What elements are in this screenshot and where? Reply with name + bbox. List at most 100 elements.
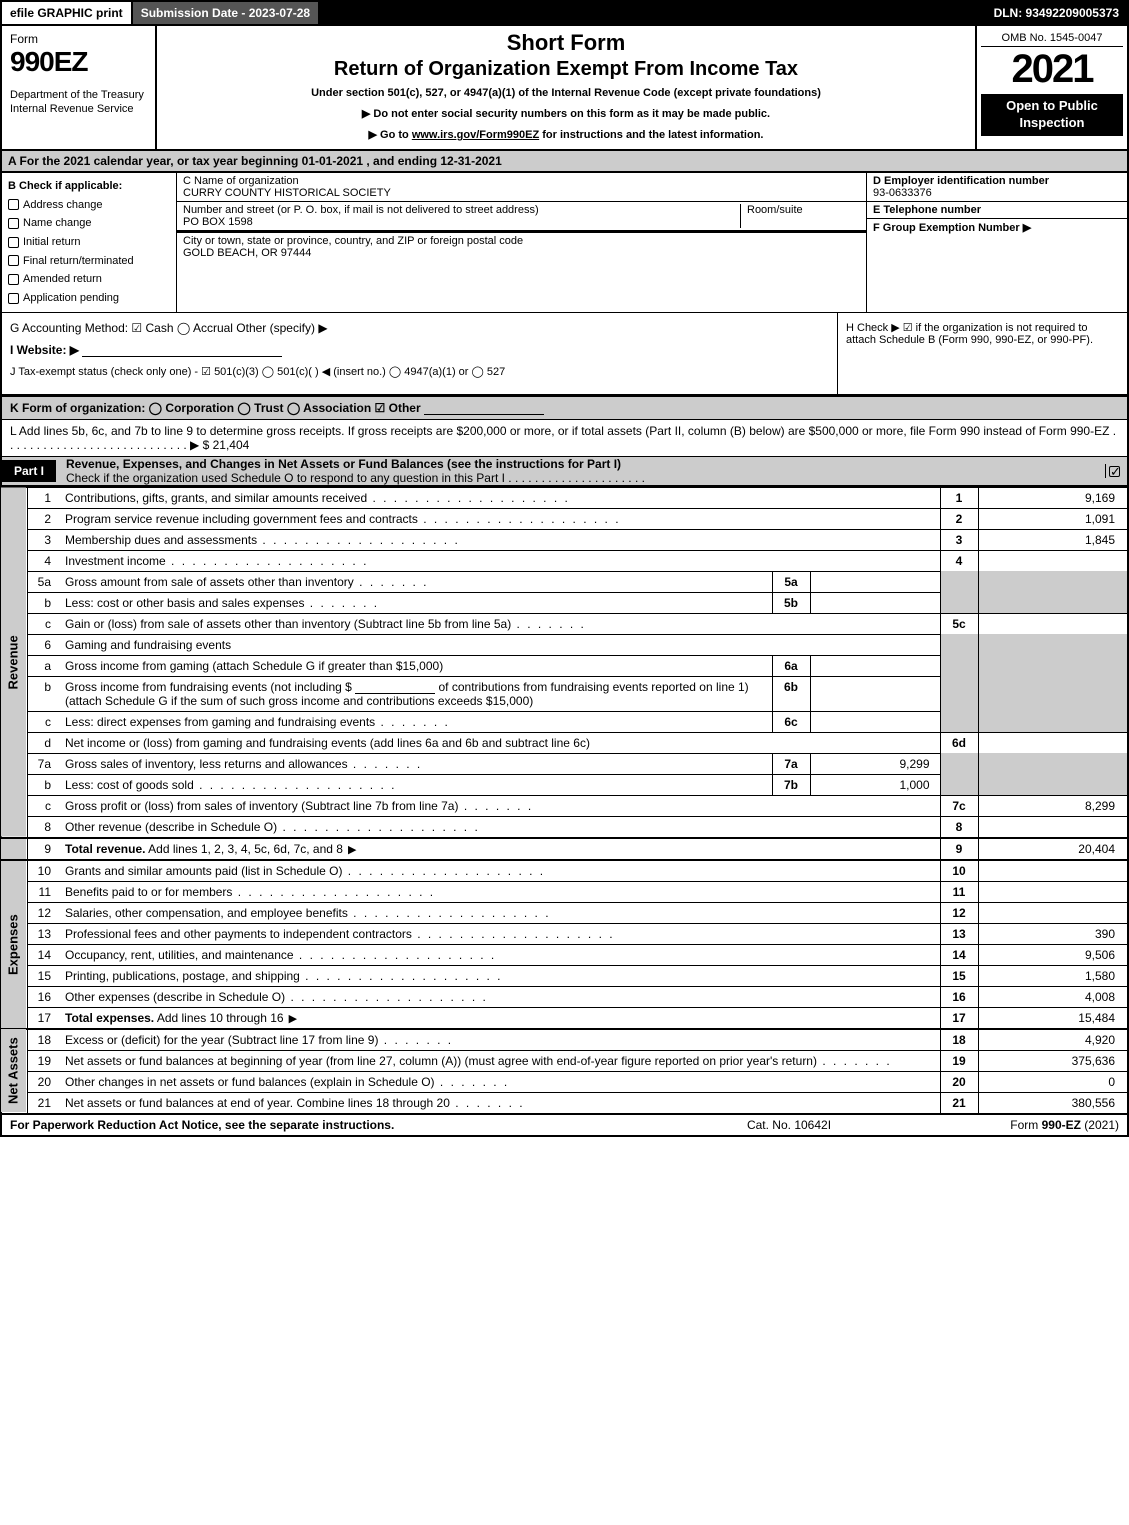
chk-address-change[interactable]: Address change	[8, 196, 170, 215]
ln20-val: 0	[978, 1071, 1128, 1092]
row-h: H Check ▶ ☑ if the organization is not r…	[837, 313, 1127, 394]
ln14-val: 9,506	[978, 944, 1128, 965]
ln9-desc: Add lines 1, 2, 3, 4, 5c, 6d, 7c, and 8	[148, 842, 358, 856]
footer-left: For Paperwork Reduction Act Notice, see …	[10, 1118, 659, 1132]
tax-year: 2021	[1012, 47, 1093, 92]
chk-amended-return[interactable]: Amended return	[8, 270, 170, 289]
chk-final-return[interactable]: Final return/terminated	[8, 252, 170, 271]
ln14-boxnum: 14	[940, 944, 978, 965]
revenue-side-label: Revenue	[1, 487, 27, 838]
ln6c-mn: 6c	[772, 711, 810, 732]
ln18-desc: Excess or (deficit) for the year (Subtra…	[65, 1033, 453, 1047]
ln20-boxnum: 20	[940, 1071, 978, 1092]
ln2-desc: Program service revenue including govern…	[65, 512, 621, 526]
instr-2-post: for instructions and the latest informat…	[539, 129, 763, 141]
row-k: K Form of organization: ◯ Corporation ◯ …	[0, 396, 1129, 419]
chk-name-change[interactable]: Name change	[8, 214, 170, 233]
part-i-text: Revenue, Expenses, and Changes in Net As…	[66, 457, 1105, 485]
ln6b-mv	[810, 676, 940, 711]
footer-right: Form 990-EZ (2021)	[919, 1118, 1119, 1132]
ln20-num: 20	[27, 1071, 61, 1092]
d-label: D Employer identification number	[873, 175, 1121, 187]
ln5c-val	[978, 613, 1128, 634]
ln6b-amount-field[interactable]	[355, 680, 435, 694]
ln13-val: 390	[978, 923, 1128, 944]
ln7a-mn: 7a	[772, 753, 810, 774]
ln19-num: 19	[27, 1050, 61, 1071]
ln5b-mv	[810, 592, 940, 613]
chk-initial-return[interactable]: Initial return	[8, 233, 170, 252]
ln5c-boxnum: 5c	[940, 613, 978, 634]
block-b-c-def: B Check if applicable: Address change Na…	[0, 173, 1129, 312]
ln13-desc: Professional fees and other payments to …	[65, 927, 615, 941]
part-i-tag: Part I	[2, 460, 56, 482]
e-label: E Telephone number	[873, 204, 1121, 216]
ln14-num: 14	[27, 944, 61, 965]
ln6d-boxnum: 6d	[940, 732, 978, 753]
form-header: Form 990EZ Department of the Treasury In…	[0, 26, 1129, 151]
ln5a-mn: 5a	[772, 571, 810, 592]
ln10-desc: Grants and similar amounts paid (list in…	[65, 864, 545, 878]
chk-application-pending[interactable]: Application pending	[8, 289, 170, 308]
ln14-desc: Occupancy, rent, utilities, and maintena…	[65, 948, 496, 962]
other-org-field[interactable]	[424, 401, 544, 415]
ln6-num: 6	[27, 634, 61, 655]
ln19-desc: Net assets or fund balances at beginning…	[65, 1054, 892, 1068]
ln15-num: 15	[27, 965, 61, 986]
ghi-left: G Accounting Method: ☑ Cash ◯ Accrual Ot…	[2, 313, 837, 394]
omb-number: OMB No. 1545-0047	[981, 30, 1123, 47]
f-label: F Group Exemption Number ▶	[873, 221, 1121, 234]
ln7c-val: 8,299	[978, 795, 1128, 816]
instr-2-pre: ▶ Go to	[369, 129, 412, 141]
submission-date: Submission Date - 2023-07-28	[131, 2, 318, 24]
website-field[interactable]	[82, 343, 282, 357]
ln1-num: 1	[27, 487, 61, 508]
page-footer: For Paperwork Reduction Act Notice, see …	[0, 1113, 1129, 1137]
ln6c-mv	[810, 711, 940, 732]
ln7c-desc: Gross profit or (loss) from sales of inv…	[65, 799, 533, 813]
city-label: City or town, state or province, country…	[183, 235, 860, 247]
ln12-boxnum: 12	[940, 902, 978, 923]
ln10-num: 10	[27, 860, 61, 882]
ln5c-desc: Gain or (loss) from sale of assets other…	[65, 617, 586, 631]
ln17-num: 17	[27, 1007, 61, 1029]
ln5a-mv	[810, 571, 940, 592]
header-left: Form 990EZ Department of the Treasury In…	[2, 26, 157, 149]
header-center: Short Form Return of Organization Exempt…	[157, 26, 977, 149]
ln12-desc: Salaries, other compensation, and employ…	[65, 906, 551, 920]
row-i: I Website: ▶	[10, 343, 829, 357]
ln6d-val	[978, 732, 1128, 753]
ln7b-num: b	[27, 774, 61, 795]
block-ghij: G Accounting Method: ☑ Cash ◯ Accrual Ot…	[0, 312, 1129, 396]
ln5a-num: 5a	[27, 571, 61, 592]
row-a-period: A For the 2021 calendar year, or tax yea…	[0, 151, 1129, 173]
irs-link[interactable]: www.irs.gov/Form990EZ	[412, 129, 539, 141]
ln6-desc: Gaming and fundraising events	[61, 634, 940, 655]
room-suite-label: Room/suite	[740, 204, 860, 228]
instr-2: ▶ Go to www.irs.gov/Form990EZ for instru…	[165, 128, 967, 141]
ln11-num: 11	[27, 881, 61, 902]
ln9-desc-bold: Total revenue.	[65, 842, 145, 856]
ln21-desc: Net assets or fund balances at end of ye…	[65, 1096, 525, 1110]
part-i-checkbox[interactable]	[1105, 464, 1127, 478]
ln11-boxnum: 11	[940, 881, 978, 902]
subtitle: Under section 501(c), 527, or 4947(a)(1)…	[165, 87, 967, 99]
ln13-boxnum: 13	[940, 923, 978, 944]
ln1-boxnum: 1	[940, 487, 978, 508]
ln2-val: 1,091	[978, 508, 1128, 529]
open-to-public: Open to Public Inspection	[981, 94, 1123, 136]
ln8-boxnum: 8	[940, 816, 978, 838]
c-name-label: C Name of organization	[183, 175, 860, 187]
part-i-title: Revenue, Expenses, and Changes in Net As…	[66, 457, 621, 471]
ln7b-mv: 1,000	[810, 774, 940, 795]
efile-label[interactable]: efile GRAPHIC print	[2, 2, 131, 24]
row-j: J Tax-exempt status (check only one) - ☑…	[10, 365, 829, 378]
department-label: Department of the Treasury Internal Reve…	[10, 88, 147, 117]
ln4-boxnum: 4	[940, 550, 978, 571]
ln3-num: 3	[27, 529, 61, 550]
header-right: OMB No. 1545-0047 2021 Open to Public In…	[977, 26, 1127, 149]
addr-value: PO BOX 1598	[183, 216, 740, 228]
ln7a-desc: Gross sales of inventory, less returns a…	[65, 757, 422, 771]
ln15-val: 1,580	[978, 965, 1128, 986]
ln18-val: 4,920	[978, 1029, 1128, 1051]
